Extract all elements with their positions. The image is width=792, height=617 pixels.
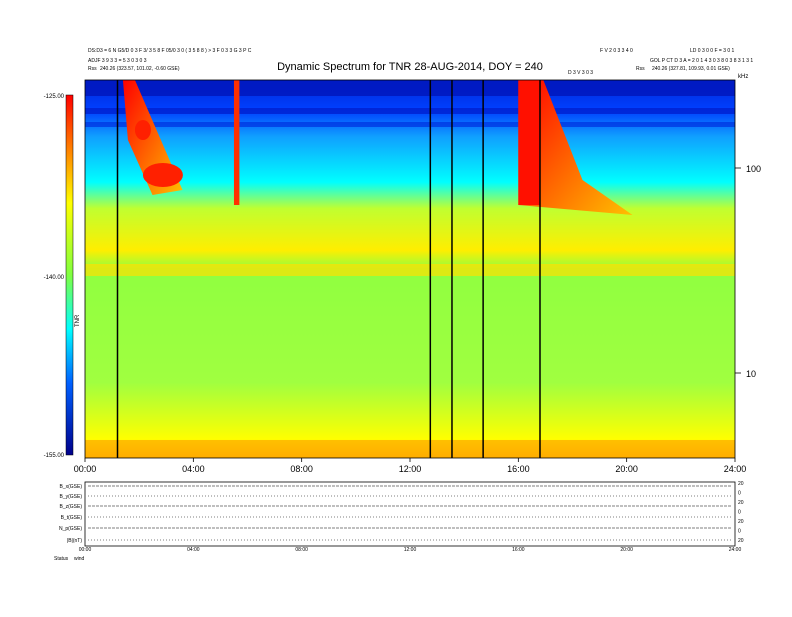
header-left-line2: ADJF 3 9 3 3 = 5 3 0 3 0 3 (88, 58, 147, 64)
header-right-line3-value: 240.26 (327.81, 109.93, 0.01 GSE) (652, 66, 730, 72)
x-tick-label: 16:00 (507, 464, 530, 474)
chart-title: Dynamic Spectrum for TNR 28-AUG-2014, DO… (277, 61, 543, 73)
lower-x-tick-label: 20:00 (620, 547, 633, 553)
header-right-line3-label: Rss (636, 66, 645, 72)
lower-row-label: B_z(GSE) (59, 504, 82, 510)
lower-row-label: B_t(GSE) (61, 515, 83, 521)
lower-x-tick-label: 16:00 (512, 547, 525, 553)
lower-row-label: B_x(GSE) (59, 484, 82, 490)
lower-panel: B_x(GSE) B_y(GSE) B_z(GSE) B_t(GSE) N_p(GSE)… (54, 481, 744, 562)
header-right-line1: LD 0 3 0 0 F = 3 0 1 (690, 48, 735, 54)
lower-right-tick-label: 0 (738, 491, 741, 497)
lower-x-tick-label: 08:00 (295, 547, 308, 553)
burst-core (134, 120, 151, 140)
x-tick-label: 20:00 (615, 464, 638, 474)
burst-core (518, 80, 541, 205)
lower-x-tick-label: 04:00 (187, 547, 200, 553)
header-right-line1b: F V 2 0 3 3 4 0 (600, 48, 633, 54)
spectrogram (84, 79, 736, 459)
burst (233, 80, 240, 205)
vertical-lines (116, 80, 541, 458)
lower-right-tick-label: 0 (738, 510, 741, 516)
lower-panel-right-ticks: 20 0 20 0 20 0 20 (738, 481, 744, 544)
colorbar-ticks: -125.00 -140.00 -155.00 (44, 94, 65, 459)
header-left-line1: DS:D3 = 6 N G5/D 0 3 F 3/ 3 5 8 F 05/0 3… (88, 48, 252, 54)
x-tick-label: 24:00 (724, 464, 747, 474)
header-left-line3-value: 240.26 (323.57, 101.02, -0.60 GSE) (100, 66, 180, 72)
burst-core (142, 163, 183, 187)
header-left-line3-label: Rss (88, 66, 97, 72)
lower-right-tick-label: 20 (738, 538, 744, 544)
colorbar (65, 94, 74, 456)
colorbar-tick-label: -140.00 (44, 275, 65, 281)
y-tick-label: 100 (746, 164, 761, 174)
y-axis-right-ticks: 100 10 (735, 164, 761, 379)
colorbar-tick-label: -125.00 (44, 94, 65, 100)
x-tick-label: 08:00 (290, 464, 313, 474)
x-tick-label: 00:00 (74, 464, 97, 474)
lower-row-label: |B|(nT) (67, 538, 82, 544)
y-axis-top-label: kHz (738, 74, 748, 80)
x-tick-label: 12:00 (399, 464, 422, 474)
colorbar-tick-label: -155.00 (44, 453, 65, 459)
lower-x-tick-label: 24:00 (729, 547, 742, 553)
footer-label: Status (54, 556, 69, 562)
lower-right-tick-label: 20 (738, 500, 744, 506)
lower-right-tick-label: 20 (738, 481, 744, 487)
radio-bursts (122, 80, 633, 215)
y-tick-label: 10 (746, 369, 756, 379)
x-tick-label: 04:00 (182, 464, 205, 474)
lower-x-tick-label: 00:00 (79, 547, 92, 553)
lower-panel-rows: B_x(GSE) B_y(GSE) B_z(GSE) B_t(GSE) N_p(GSE)… (59, 484, 732, 544)
lower-right-tick-label: 20 (738, 519, 744, 525)
burst (518, 80, 633, 215)
lower-panel-x-ticks: 00:00 04:00 08:00 12:00 16:00 20:00 24:00 (79, 547, 742, 553)
header-right-line2: GOL P CT D 3 A = 2 0 1 4 3 0 3 8 0 3 8 3… (650, 58, 753, 64)
lower-row-label: N_p(GSE) (59, 526, 82, 532)
lower-x-tick-label: 12:00 (404, 547, 417, 553)
lower-row-label: B_y(GSE) (59, 494, 82, 500)
colorbar-label: TNR (75, 314, 81, 327)
x-axis-ticks: 00:00 04:00 08:00 12:00 16:00 20:00 24:00 (74, 458, 747, 474)
lower-right-tick-label: 0 (738, 529, 741, 535)
footer-value: wind (74, 556, 85, 562)
header-right-mid: D 3 V 3 0 3 (568, 70, 593, 76)
